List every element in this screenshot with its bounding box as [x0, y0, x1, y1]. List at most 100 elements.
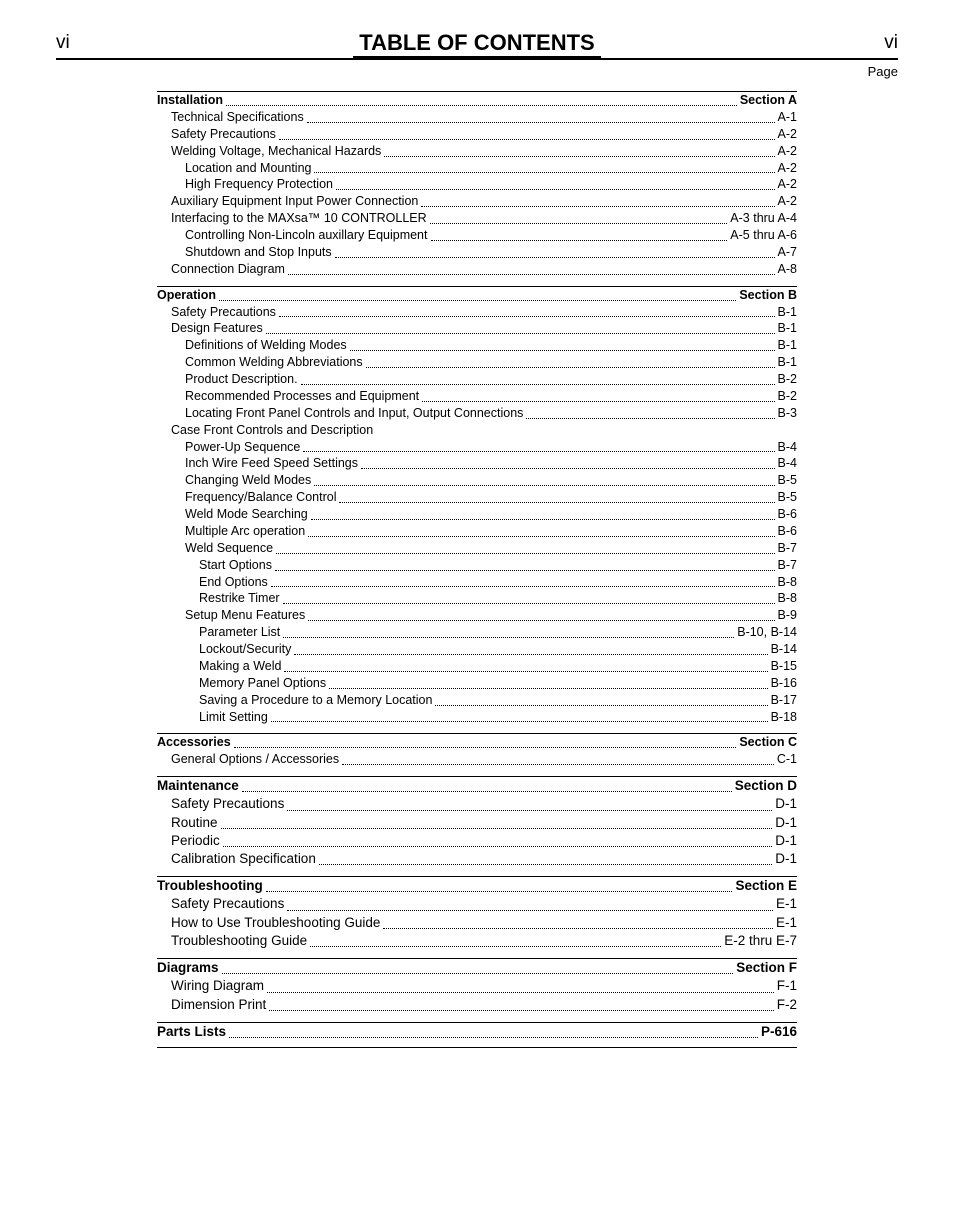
leader-dots [350, 337, 775, 351]
toc-label: General Options / Accessories [171, 751, 339, 768]
toc-subheading: Case Front Controls and Description [157, 422, 797, 439]
leader-dots [266, 320, 775, 334]
leader-dots [526, 405, 774, 419]
toc-heading: DiagramsSection F [157, 959, 797, 977]
toc-page: F-2 [777, 996, 797, 1014]
leader-dots [384, 143, 774, 157]
toc-page: B-1 [778, 337, 797, 354]
toc-page: D-1 [775, 832, 797, 850]
toc-page: B-2 [778, 371, 797, 388]
toc-page: B-9 [778, 607, 797, 624]
leader-dots [307, 109, 775, 123]
toc-label: Product Description. [185, 371, 298, 388]
leader-dots [310, 932, 721, 947]
leader-dots [308, 607, 774, 621]
section-e: Troubleshooting Section E Safety Precauti… [157, 876, 797, 950]
toc-label: Recommended Processes and Equipment [185, 388, 419, 405]
leader-dots [279, 304, 775, 318]
toc-page: D-1 [775, 795, 797, 813]
toc-page: Section A [740, 92, 797, 109]
leader-dots [234, 734, 737, 748]
leader-dots [283, 624, 734, 638]
toc-heading: AccessoriesSection C [157, 734, 797, 751]
toc-label: Weld Mode Searching [185, 506, 308, 523]
leader-dots [383, 914, 773, 929]
toc-page: B-8 [778, 574, 797, 591]
leader-dots [226, 92, 737, 106]
toc-label: Safety Precautions [171, 126, 276, 143]
toc-page: B-1 [778, 304, 797, 321]
leader-dots [267, 977, 774, 992]
toc-label: Restrike Timer [199, 590, 280, 607]
toc-label: Making a Weld [199, 658, 281, 675]
toc-page: F-1 [777, 977, 797, 995]
toc-label: Saving a Procedure to a Memory Location [199, 692, 432, 709]
leader-dots [288, 261, 775, 275]
toc-page: B-14 [771, 641, 797, 658]
toc-heading: MaintenanceSection D [157, 777, 797, 795]
leader-dots [430, 210, 728, 224]
toc-page: B-5 [778, 472, 797, 489]
toc-page: E-2 thru E-7 [724, 932, 797, 950]
toc-page: Section C [739, 734, 797, 751]
toc-label: Location and Mounting [185, 160, 311, 177]
toc-page: A-1 [778, 109, 797, 126]
toc-label: Power-Up Sequence [185, 439, 300, 456]
toc-label: High Frequency Protection [185, 176, 333, 193]
toc-page: A-2 [778, 160, 797, 177]
toc-label: Definitions of Welding Modes [185, 337, 347, 354]
leader-dots [361, 455, 775, 469]
toc-page: E-1 [776, 895, 797, 913]
leader-dots [279, 126, 775, 140]
leader-dots [339, 489, 774, 503]
leader-dots [366, 354, 775, 368]
toc-label: Safety Precautions [171, 895, 284, 913]
section-c: AccessoriesSection C General Options / A… [157, 733, 797, 768]
toc-label: Interfacing to the MAXsa™ 10 CONTROLLER [171, 210, 427, 227]
toc-page: D-1 [775, 814, 797, 832]
toc-page: C-1 [777, 751, 797, 768]
toc-page: P-616 [761, 1023, 797, 1041]
page-header: vi TABLE OF CONTENTS vi [56, 30, 898, 60]
toc-label: Troubleshooting [157, 877, 263, 895]
toc-label: Maintenance [157, 777, 239, 795]
toc-page: B-5 [778, 489, 797, 506]
table-of-contents: Installation Section A Technical Specifi… [157, 91, 797, 1048]
leader-dots [329, 675, 767, 689]
leader-dots [336, 176, 775, 190]
toc-page: B-17 [771, 692, 797, 709]
toc-heading: OperationSection B [157, 287, 797, 304]
section-f: DiagramsSection F Wiring DiagramF-1 Dime… [157, 958, 797, 1014]
toc-page: A-2 [778, 176, 797, 193]
toc-page: Section E [735, 877, 797, 895]
toc-label: Operation [157, 287, 216, 304]
section-b: OperationSection B Safety PrecautionsB-1… [157, 286, 797, 726]
toc-page: D-1 [775, 850, 797, 868]
toc-label: Periodic [171, 832, 220, 850]
leader-dots [314, 472, 774, 486]
toc-page: B-6 [778, 523, 797, 540]
toc-label: Wiring Diagram [171, 977, 264, 995]
toc-label: Welding Voltage, Mechanical Hazards [171, 143, 381, 160]
leader-dots [271, 709, 768, 723]
leader-dots [314, 160, 774, 174]
header-title: TABLE OF CONTENTS [353, 30, 600, 58]
toc-page: A-5 thru A-6 [730, 227, 797, 244]
toc-page: B-15 [771, 658, 797, 675]
toc-page: Section F [736, 959, 797, 977]
leader-dots [319, 850, 772, 865]
toc-page: B-2 [778, 388, 797, 405]
toc-page: B-8 [778, 590, 797, 607]
toc-page: E-1 [776, 914, 797, 932]
header-right: vi [884, 32, 898, 56]
toc-label: Start Options [199, 557, 272, 574]
toc-label: Common Welding Abbreviations [185, 354, 363, 371]
toc-label: Routine [171, 814, 218, 832]
toc-page: B-16 [771, 675, 797, 692]
toc-label: Auxiliary Equipment Input Power Connecti… [171, 193, 418, 210]
leader-dots [435, 692, 767, 706]
leader-dots [301, 371, 775, 385]
toc-heading: Troubleshooting Section E [157, 877, 797, 895]
toc-label: Technical Specifications [171, 109, 304, 126]
toc-page: B-1 [778, 320, 797, 337]
